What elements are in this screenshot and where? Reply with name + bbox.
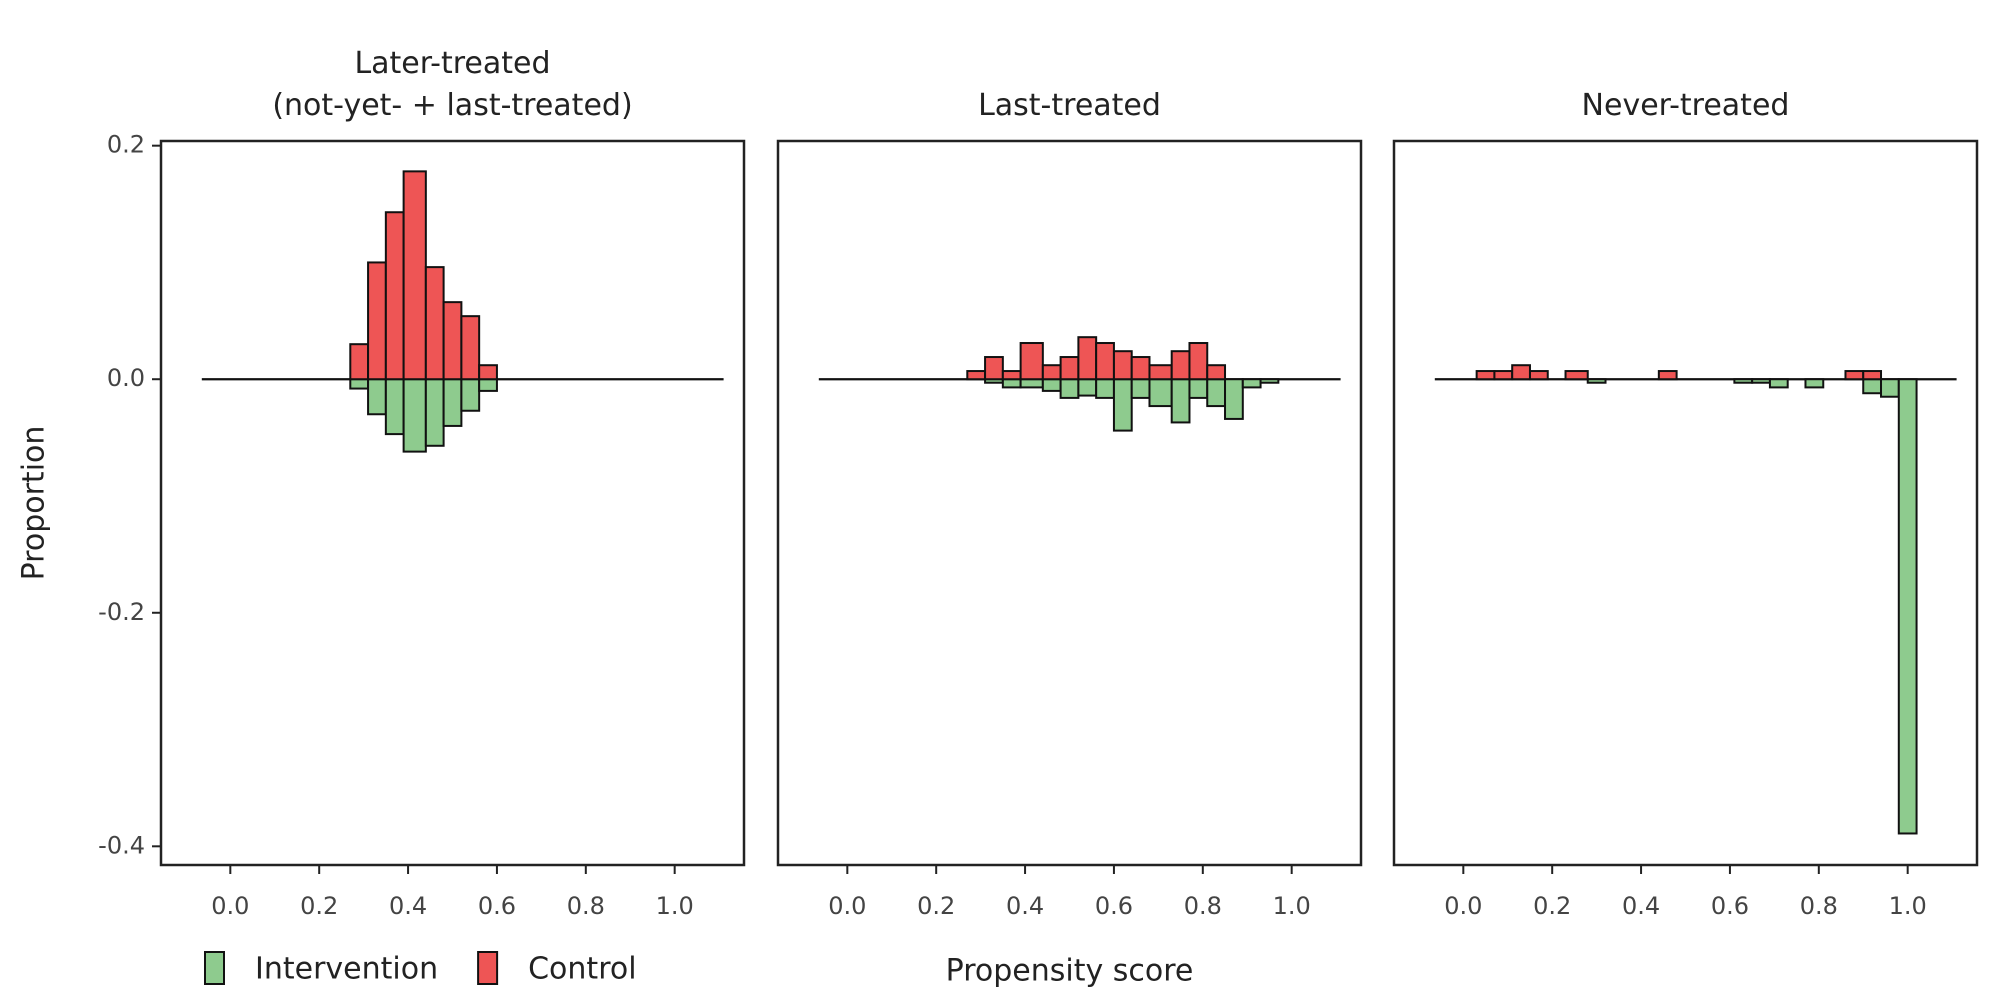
histogram-bar	[1059, 356, 1080, 381]
histogram-bar	[349, 378, 370, 390]
histogram-bar	[1657, 370, 1678, 381]
x-tick-label: 1.0	[656, 892, 694, 920]
histogram-bar	[424, 266, 445, 381]
legend-label: Control	[528, 952, 636, 987]
histogram-bar	[1241, 378, 1262, 389]
x-tick-label: 0.0	[1444, 892, 1482, 920]
x-tick-label: 0.0	[828, 892, 866, 920]
x-tick-label: 0.8	[1184, 892, 1222, 920]
histogram-bar	[984, 356, 1004, 381]
panel-title: Later-treated (not-yet- + last-treated)	[272, 46, 633, 123]
histogram-bar	[1059, 378, 1080, 399]
histogram-bar	[1019, 342, 1044, 381]
x-tick-label: 0.4	[389, 892, 427, 920]
y-tick-label: 0.0	[107, 364, 145, 392]
y-tick-label: -0.4	[98, 831, 145, 859]
panel-title: Never-treated	[1581, 88, 1790, 123]
x-tick-label: 1.0	[1889, 892, 1927, 920]
histogram-bar	[1259, 378, 1280, 384]
histogram-bar	[442, 301, 463, 381]
y-tick-label: -0.2	[98, 598, 145, 626]
panel-title: Last-treated	[978, 88, 1161, 123]
x-tick-label: 0.6	[1711, 892, 1749, 920]
histogram-bar	[1077, 336, 1098, 381]
histogram-bar	[1148, 364, 1173, 381]
histogram-bar	[1170, 350, 1191, 381]
x-tick-label: 0.2	[300, 892, 338, 920]
x-tick-label: 0.2	[917, 892, 955, 920]
y-axis-label: Proportion	[17, 426, 52, 581]
legend-label: Intervention	[255, 952, 438, 987]
histogram-bar	[1511, 364, 1531, 381]
histogram-bar	[424, 378, 445, 447]
histogram-bar	[1733, 378, 1754, 384]
histogram-bar	[1475, 370, 1496, 381]
histogram-bar	[402, 378, 427, 453]
histogram-bar	[1844, 370, 1865, 381]
panel-frame	[159, 139, 746, 867]
histogram-bar	[1041, 378, 1062, 392]
histogram-bar	[1224, 378, 1244, 420]
histogram-bar	[442, 378, 463, 427]
histogram-bar	[1862, 370, 1883, 381]
panel-frame	[776, 139, 1363, 867]
histogram-bar	[1751, 378, 1771, 384]
histogram-bar	[1206, 364, 1227, 381]
histogram-bar	[966, 370, 987, 381]
histogram-bar	[1493, 370, 1514, 381]
x-tick-label: 0.2	[1533, 892, 1571, 920]
histogram-bar	[1001, 378, 1022, 389]
histogram-bar	[367, 378, 387, 416]
histogram-bar	[367, 261, 387, 381]
histogram-bar	[478, 364, 498, 381]
y-tick-label: 0.2	[107, 131, 145, 159]
histogram-bar	[1206, 378, 1227, 408]
histogram-bar	[1112, 378, 1133, 432]
x-tick-label: 0.6	[478, 892, 516, 920]
x-tick-label: 0.6	[1095, 892, 1133, 920]
legend-swatch	[204, 951, 225, 985]
histogram-bar	[478, 378, 498, 392]
x-tick-label: 1.0	[1273, 892, 1311, 920]
histogram-bar	[460, 378, 481, 412]
panel-frame	[1392, 139, 1979, 867]
histogram-bar	[1880, 378, 1900, 398]
histogram-bar	[1897, 378, 1918, 835]
histogram-bar	[1768, 378, 1789, 389]
histogram-bar	[1188, 378, 1209, 399]
histogram-bar	[1188, 342, 1209, 381]
histogram-bar	[460, 315, 481, 381]
histogram-bar	[1001, 370, 1022, 381]
histogram-bar	[1077, 378, 1098, 397]
x-tick-label: 0.8	[1800, 892, 1838, 920]
histogram-bar	[384, 211, 405, 381]
x-tick-label: 0.4	[1622, 892, 1660, 920]
histogram-bar	[1095, 378, 1115, 399]
x-axis-label: Propensity score	[946, 954, 1194, 989]
x-tick-label: 0.8	[567, 892, 605, 920]
legend-swatch	[477, 951, 499, 985]
histogram-bar	[1019, 378, 1044, 389]
x-tick-label: 0.0	[211, 892, 249, 920]
histogram-bar	[1564, 370, 1589, 381]
histogram-bar	[402, 170, 427, 381]
histogram-bar	[1862, 378, 1883, 395]
histogram-bar	[1170, 378, 1191, 424]
histogram-bar	[1112, 350, 1133, 381]
histogram-bar	[1586, 378, 1607, 384]
histogram-bar	[349, 343, 370, 381]
histogram-bar	[1804, 378, 1825, 389]
histogram-bar	[1095, 342, 1115, 381]
histogram-bar	[1148, 378, 1173, 408]
histogram-bar	[1528, 370, 1549, 381]
histogram-bar	[1041, 364, 1062, 381]
histogram-bar	[1130, 356, 1151, 381]
histogram-bar	[384, 378, 405, 436]
x-tick-label: 0.4	[1006, 892, 1044, 920]
histogram-bar	[1130, 378, 1151, 399]
